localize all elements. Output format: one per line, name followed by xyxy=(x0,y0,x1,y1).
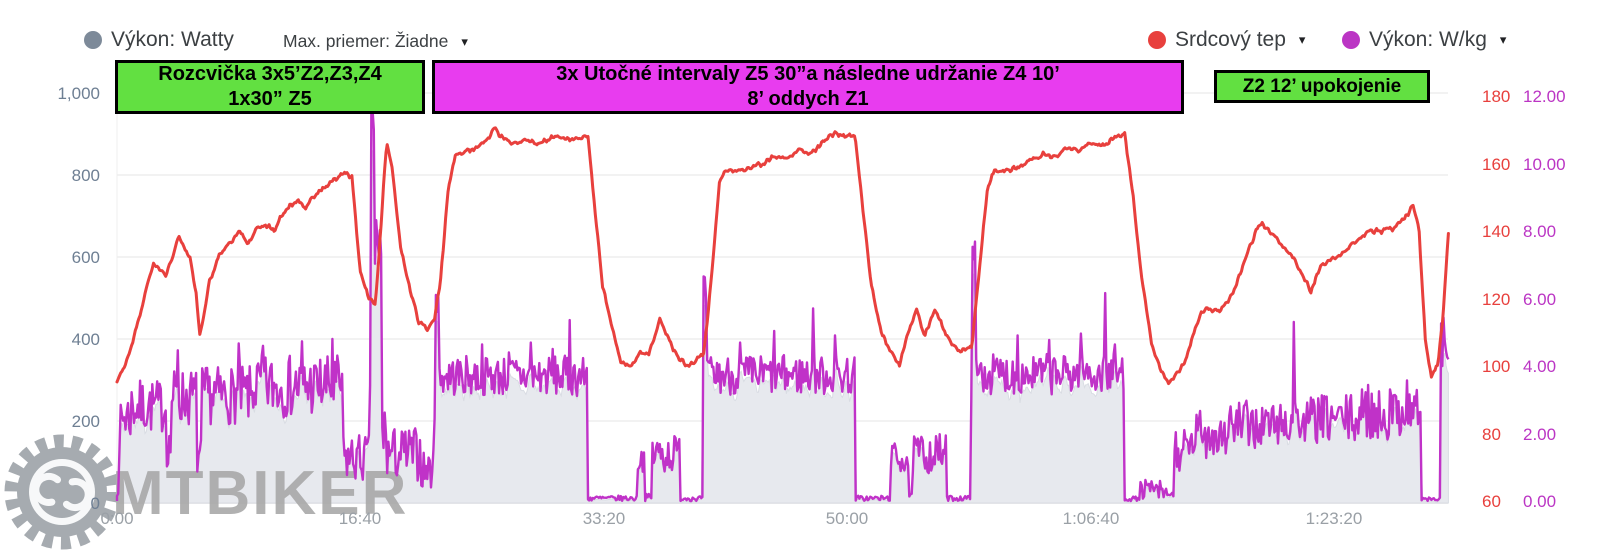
power-wkg-line xyxy=(115,100,1450,503)
heart-rate-dot-icon xyxy=(1148,31,1166,49)
dropdown-label: Max. priemer: Žiadne xyxy=(283,31,449,51)
legend-power-watts[interactable]: Výkon: Watty xyxy=(84,28,234,52)
legend-label: Výkon: Watty xyxy=(111,28,234,51)
legend-label: Srdcový tep xyxy=(1175,28,1286,51)
power-watts-dot-icon xyxy=(84,31,102,49)
mtbiker-watermark: MTBIKER xyxy=(4,434,408,550)
chevron-down-icon: ▾ xyxy=(461,33,468,49)
gear-icon xyxy=(4,434,120,550)
heart-rate-line xyxy=(115,126,1450,386)
legend-label: Výkon: W/kg xyxy=(1369,28,1487,51)
max-average-dropdown[interactable]: Max. priemer: Žiadne ▾ xyxy=(283,31,468,52)
legend-power-wkg-dropdown[interactable]: Výkon: W/kg ▾ xyxy=(1342,28,1506,52)
legend-heart-rate-dropdown[interactable]: Srdcový tep ▾ xyxy=(1148,28,1305,52)
chevron-down-icon: ▾ xyxy=(1298,32,1306,47)
power-watts-area xyxy=(116,150,1449,504)
chevron-down-icon: ▾ xyxy=(1499,32,1507,47)
power-wkg-dot-icon xyxy=(1342,31,1360,49)
watermark-text: MTBIKER xyxy=(112,459,408,528)
